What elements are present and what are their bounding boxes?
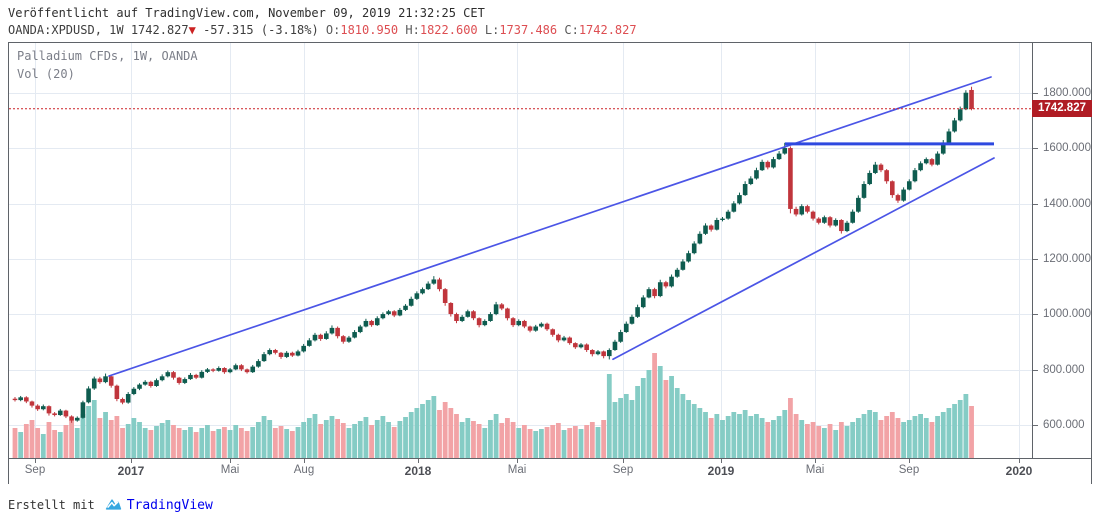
price-axis[interactable]: 1800.000 1600.000 1400.000 1200.000 1000.000… (1032, 43, 1092, 458)
price-tick (1033, 314, 1038, 315)
time-tick-label: Mai (805, 464, 825, 476)
price-tick-label: 600.000 (1043, 419, 1085, 431)
chart-widget: Palladium CFDs, 1W, OANDA Vol (20) 1800.… (8, 42, 1092, 485)
time-tick (909, 459, 910, 463)
time-axis[interactable]: Sep 2017 Mai Aug 2018 Mai Sep 2019 Mai Sep 2020 (9, 458, 1091, 485)
time-tick (35, 459, 36, 463)
price-tick (1033, 93, 1038, 94)
time-tick-label: Sep (612, 464, 634, 476)
open-value: 1810.950 (340, 23, 399, 37)
tradingview-brand-link[interactable]: TradingView (126, 497, 213, 513)
time-tick (131, 459, 132, 463)
low-label: L: (477, 23, 500, 37)
price-tick-label: 1400.000 (1043, 198, 1091, 210)
candlestick-chart[interactable] (9, 43, 1032, 458)
published-line: Veröffentlicht auf TradingView.com, Nove… (8, 6, 485, 20)
time-tick (418, 459, 419, 463)
time-tick-label: Mai (507, 464, 527, 476)
time-tick (623, 459, 624, 463)
price-tick-label: 1200.000 (1043, 253, 1091, 265)
high-label: H: (398, 23, 420, 37)
time-tick (517, 459, 518, 463)
high-value: 1822.600 (419, 23, 478, 37)
tradingview-logo-icon[interactable] (104, 497, 122, 514)
time-tick-label: Aug (293, 464, 315, 476)
time-tick (721, 459, 722, 463)
price-tick-label: 1600.000 (1043, 142, 1091, 154)
last-price-badge: 1742.827 (1032, 100, 1092, 117)
price-chart-canvas[interactable]: Palladium CFDs, 1W, OANDA Vol (20) (9, 43, 1033, 458)
last-price: 1742.827 (130, 23, 189, 37)
open-label: O: (325, 23, 341, 37)
price-tick (1033, 259, 1038, 260)
price-tick-label: 1800.000 (1043, 87, 1091, 99)
price-change: -57.315 (-3.18%) (195, 23, 326, 37)
low-value: 1737.486 (499, 23, 558, 37)
time-tick (230, 459, 231, 463)
symbol-interval: OANDA:XPDUSD, 1W (8, 23, 131, 37)
close-label: C: (557, 23, 579, 37)
down-arrow-icon: ▼ (188, 23, 196, 37)
price-tick (1033, 425, 1038, 426)
time-tick-label: 2020 (1005, 464, 1032, 478)
time-tick-label: Sep (898, 464, 920, 476)
close-value: 1742.827 (578, 23, 637, 37)
time-tick-label: Sep (24, 464, 46, 476)
time-tick (1019, 459, 1020, 463)
time-tick (304, 459, 305, 463)
time-tick-label: 2019 (707, 464, 735, 478)
price-tick-label: 800.000 (1043, 364, 1085, 376)
price-tick (1033, 204, 1038, 205)
price-tick-label: 1000.000 (1043, 308, 1091, 320)
symbol-legend-line: OANDA:XPDUSD, 1W 1742.827▼ -57.315 (-3.1… (8, 23, 637, 37)
time-tick-label: 2018 (404, 464, 432, 478)
created-with-label: Erstellt mit (8, 498, 95, 512)
time-tick-label: Mai (220, 464, 240, 476)
price-tick (1033, 370, 1038, 371)
time-tick (815, 459, 816, 463)
footer: Erstellt mit TradingView (8, 496, 213, 514)
time-tick-label: 2017 (117, 464, 145, 478)
price-tick (1033, 148, 1038, 149)
